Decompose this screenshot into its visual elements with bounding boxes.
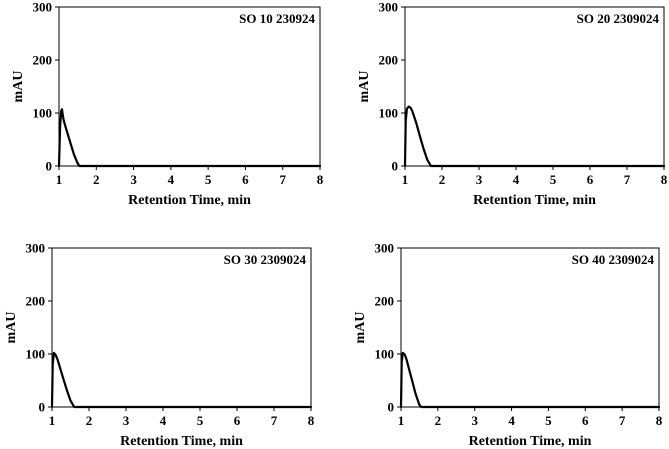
y-tick-label: 0 — [39, 400, 46, 415]
panel-title: SO 10 230924 — [239, 11, 315, 26]
x-tick-label: 6 — [242, 172, 249, 187]
plot-frame — [400, 247, 660, 408]
x-tick-label: 7 — [271, 413, 278, 428]
x-tick-label: 6 — [234, 413, 241, 428]
x-tick-label: 1 — [402, 172, 409, 187]
y-tick-label: 200 — [26, 294, 46, 309]
x-tick-label: 3 — [123, 413, 130, 428]
panel-title: SO 40 2309024 — [572, 252, 655, 267]
x-tick-label: 1 — [49, 413, 56, 428]
y-tick-label: 200 — [33, 53, 53, 68]
x-tick-label: 3 — [471, 413, 478, 428]
x-tick-label: 5 — [205, 172, 212, 187]
series-line — [399, 351, 661, 409]
chart-panel-1: 1 2 3 4 5 6 7 8 0 100 200 300 Retention Time, min mAU… — [11, 0, 324, 208]
x-tick-label: 2 — [93, 172, 100, 187]
chart-panel-2: 1 2 3 4 5 6 7 8 0 100 200 300 Retention Time, min mAU… — [357, 0, 668, 208]
x-axis-title: Retention Time, min — [128, 193, 251, 208]
x-tick-label: 8 — [317, 172, 324, 187]
series-line — [50, 351, 313, 409]
y-tick-label: 100 — [26, 347, 46, 362]
panel-title: SO 30 2309024 — [224, 252, 307, 267]
x-tick-label: 8 — [661, 172, 668, 187]
x-tick-label: 1 — [398, 413, 405, 428]
y-tick-label: 100 — [33, 106, 53, 121]
x-tick-label: 5 — [197, 413, 204, 428]
chart-panel-4: 1 2 3 4 5 6 7 8 0 100 200 300 Retention Time, min mAU… — [353, 241, 663, 449]
chart-panel-3: 1 2 3 4 5 6 7 8 0 100 200 300 Retention Time, min mAU… — [4, 241, 315, 449]
y-tick-label: 0 — [46, 159, 53, 174]
y-tick-label: 200 — [375, 294, 395, 309]
y-tick-label: 300 — [33, 0, 53, 15]
x-tick-label: 5 — [545, 413, 552, 428]
x-tick-label: 4 — [513, 172, 520, 187]
y-tick-label: 0 — [392, 159, 399, 174]
y-tick-label: 0 — [388, 400, 395, 415]
x-tick-label: 3 — [476, 172, 483, 187]
x-tick-label: 6 — [587, 172, 594, 187]
y-tick-label: 300 — [379, 0, 399, 15]
plot-frame — [404, 6, 665, 167]
x-tick-label: 7 — [624, 172, 631, 187]
x-tick-label: 5 — [550, 172, 557, 187]
x-axis-title: Retention Time, min — [473, 193, 596, 208]
x-tick-label: 2 — [439, 172, 446, 187]
x-tick-label: 2 — [435, 413, 442, 428]
x-tick-label: 1 — [56, 172, 63, 187]
y-tick-label: 300 — [375, 241, 395, 256]
x-tick-label: 4 — [508, 413, 515, 428]
panel-title: SO 20 2309024 — [577, 11, 660, 26]
y-axis-title: mAU — [11, 71, 26, 103]
series-line — [403, 105, 666, 168]
y-tick-label: 300 — [26, 241, 46, 256]
x-tick-label: 4 — [160, 413, 167, 428]
x-tick-label: 4 — [168, 172, 175, 187]
y-tick-label: 100 — [375, 347, 395, 362]
x-tick-label: 8 — [308, 413, 315, 428]
y-axis-title: mAU — [353, 312, 368, 344]
x-axis-title: Retention Time, min — [120, 434, 243, 449]
x-tick-label: 2 — [86, 413, 93, 428]
y-tick-label: 200 — [379, 53, 399, 68]
x-tick-label: 6 — [582, 413, 589, 428]
y-axis-title: mAU — [4, 312, 19, 344]
y-axis-title: mAU — [357, 71, 372, 103]
y-tick-label: 100 — [379, 106, 399, 121]
plot-frame — [58, 6, 321, 167]
x-tick-label: 7 — [279, 172, 286, 187]
x-tick-label: 8 — [656, 413, 663, 428]
x-tick-label: 7 — [619, 413, 626, 428]
x-tick-label: 3 — [130, 172, 137, 187]
series-line — [57, 108, 322, 168]
x-axis-title: Retention Time, min — [469, 434, 592, 449]
plot-frame — [51, 247, 312, 408]
